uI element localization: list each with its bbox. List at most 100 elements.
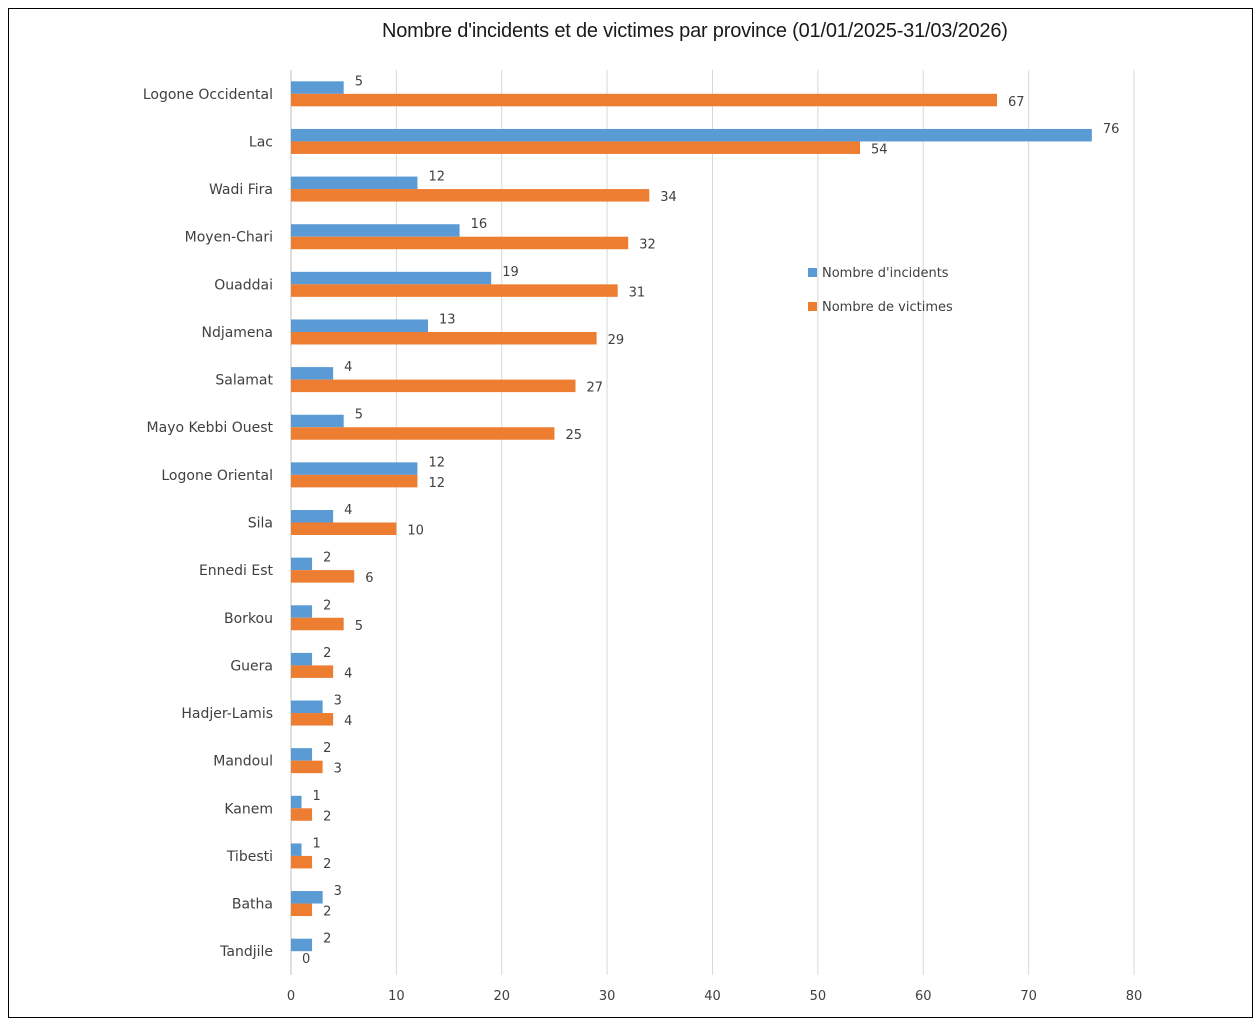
x-tick-label: 50 [810,989,827,1004]
bar-incidents [291,271,492,285]
bar-victimes [291,570,355,583]
bar-incidents [291,414,344,428]
bar-victimes [291,331,597,345]
category-label: Hadjer-Lamis [181,706,273,722]
data-label: 4 [344,360,352,375]
bar-victimes [291,808,313,821]
data-label: 3 [334,762,342,777]
category-label: Logone Oriental [161,468,273,484]
data-label: 2 [323,741,331,756]
x-tick-label: 40 [704,989,721,1004]
data-label: 4 [344,503,352,518]
bar-victimes [291,665,334,678]
data-label: 12 [428,170,445,185]
data-label: 1 [313,789,321,804]
bar-incidents [291,557,313,571]
data-label: 6 [365,571,373,586]
data-label: 2 [323,932,331,947]
bar-incidents [291,319,428,332]
data-label: 2 [323,857,331,872]
category-label: Ndjamena [201,325,273,341]
category-label: Moyen-Chari [185,230,273,246]
bar-victimes [291,427,555,440]
category-label: Borkou [224,611,273,627]
x-tick-label: 30 [599,989,616,1004]
data-label: 27 [587,381,604,396]
category-label: Salamat [215,373,273,389]
data-label: 2 [323,598,331,613]
data-label: 2 [323,551,331,566]
category-label: Tibesti [226,849,273,865]
data-label: 25 [565,428,582,443]
legend-label: Nombre d'incidents [822,266,949,281]
bar-victimes [291,903,313,917]
data-label: 76 [1103,122,1120,137]
data-label: 29 [608,333,625,348]
x-tick-label: 0 [287,989,295,1004]
data-label: 5 [355,619,363,634]
bar-incidents [291,224,460,237]
bar-incidents [291,128,1092,142]
data-label: 3 [334,694,342,709]
x-tick-label: 70 [1020,989,1037,1004]
bar-incidents [291,891,323,904]
bar-incidents [291,652,313,666]
bar-victimes [291,713,334,726]
category-label: Lac [249,134,273,150]
bar-incidents [291,748,313,761]
data-label: 32 [639,238,656,253]
bar-incidents [291,510,334,523]
bar-incidents [291,462,418,475]
data-label: 67 [1008,95,1025,110]
category-label: Ennedi Est [199,563,274,579]
bar-victimes [291,236,629,250]
chart-title: Nombre d'incidents et de victimes par pr… [382,20,1008,42]
category-label: Guera [230,658,273,674]
data-label: 13 [439,312,456,327]
data-label: 4 [344,666,352,681]
data-label: 3 [334,884,342,899]
category-label: Logone Occidental [143,87,273,103]
bar-incidents [291,367,334,380]
data-label: 4 [344,714,352,729]
category-label: Wadi Fira [209,182,273,198]
bar-incidents [291,176,418,190]
data-label: 54 [871,142,888,157]
bar-victimes [291,617,344,631]
x-tick-label: 10 [388,989,405,1004]
bar-incidents [291,81,344,94]
bar-victimes [291,522,397,535]
x-tick-label: 80 [1126,989,1143,1004]
bar-victimes [291,760,323,774]
x-tick-label: 20 [493,989,510,1004]
bar-incidents [291,795,302,809]
data-label: 12 [428,455,445,470]
data-label: 0 [302,952,310,967]
bar-victimes [291,379,576,393]
bar-victimes [291,141,861,154]
data-label: 34 [660,190,677,205]
bar-incidents [291,605,313,618]
data-label: 5 [355,408,363,423]
data-label: 2 [323,809,331,824]
bar-victimes [291,189,650,202]
bar-victimes [291,474,418,488]
data-label: 16 [471,217,488,232]
category-label: Kanem [224,801,273,817]
data-label: 5 [355,74,363,89]
category-label: Mayo Kebbi Ouest [147,420,274,436]
x-tick-label: 60 [915,989,932,1004]
legend-label: Nombre de victimes [822,300,953,315]
category-label: Tandjile [219,944,273,960]
data-label: 2 [323,905,331,920]
bar-victimes [291,855,313,869]
bar-victimes [291,284,618,297]
data-label: 1 [313,836,321,851]
category-label: Ouaddai [214,277,273,293]
bar-incidents [291,700,323,714]
category-label: Sila [248,516,273,532]
category-label: Batha [232,897,273,913]
category-label: Mandoul [213,754,273,770]
data-label: 2 [323,646,331,661]
